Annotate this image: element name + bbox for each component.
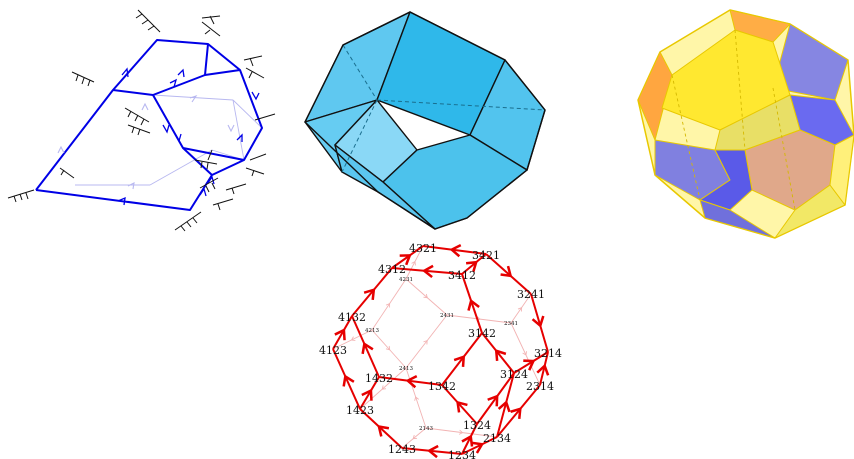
vertex-label: 2134 [483,432,511,445]
vertex-label: 1243 [388,443,416,456]
colored-hidden-edges [671,29,796,211]
vertex-label-back: 2431 [440,313,454,319]
blue-faint-arrowheads [57,94,235,190]
permutahedron-edge [359,408,403,449]
vertex-label: 3142 [468,327,496,340]
permutahedron-edge [496,384,541,438]
permutahedron-edge [332,315,353,350]
permutahedron-edge [461,273,483,334]
vertex-label: 1423 [346,404,374,417]
permutahedron-panel: 4321 3421 4312 3412 3241 4132 3142 4123 … [319,242,562,459]
permutahedron-edge [510,293,532,324]
vertex-label: 4321 [409,242,437,255]
cyan-hidden-edge [341,44,546,173]
permutahedron-edge [485,253,532,295]
permutahedron-edge [401,427,427,449]
vertex-label: 3241 [517,288,545,301]
permutahedron-edge [401,444,463,459]
vertex-label: 3214 [534,347,562,360]
colored-polytope-panel [637,9,854,239]
permutahedron-edge [405,314,448,369]
vertex-label-back: 4213 [365,328,379,334]
cyan-polytope-panel [304,11,546,230]
cyan-outline [304,11,546,230]
vertex-label: 1324 [463,419,491,432]
vertex-label-back: 2341 [504,321,518,327]
permutahedron-edge [391,264,463,279]
permutahedron-labels: 4321 3421 4312 3412 3241 4132 3142 4123 … [319,242,562,459]
tick-markers [7,9,276,232]
permutahedron-edge [461,253,487,275]
permutahedron-edge [446,314,512,324]
vertex-label: 3421 [472,249,500,262]
permutahedron-edge [359,367,407,410]
vertex-label: 2314 [526,380,554,393]
vertex-label: 1432 [365,372,393,385]
vertex-label-back: 2143 [419,426,433,432]
permutahedron-edge [476,372,515,425]
permutahedron-edge [461,436,498,455]
permutahedron-edge [530,293,549,353]
permutahedron-edge [405,245,424,280]
permutahedron-edge [405,367,427,429]
permutahedron-edge [378,375,443,389]
permutahedron-edge [391,245,424,269]
vertex-label: 1234 [448,449,476,459]
permutahedron-edge [425,427,498,438]
permutahedron-edge [496,372,515,438]
permutahedron-edge [513,351,549,374]
vertex-label: 3412 [448,269,476,282]
permutahedron-edge [359,376,380,410]
permutahedron-edge [351,315,380,378]
permutahedron-edge [405,278,448,316]
permutahedron-edge [461,423,478,455]
permutahedron-edge [371,329,407,369]
vertex-label: 4123 [319,344,347,357]
vertex-label: 4132 [338,311,366,324]
permutahedron-edge [441,332,483,386]
vertex-label-back: 2413 [399,366,413,372]
permutahedron-edge [332,329,373,350]
vertex-label: 1342 [428,380,456,393]
vertex-label: 3124 [500,368,528,381]
blue-polytope-panel [7,9,276,232]
blue-arrowheads [117,67,260,206]
vertex-label-back: 4231 [399,277,413,283]
vertex-label: 4312 [378,263,406,276]
permutahedron-edge [536,351,550,386]
permutahedron-front-edges [332,244,550,459]
permutahedron-edge [422,244,487,258]
permutahedron-edge [481,332,515,374]
permutahedron-edge [510,322,541,386]
permutahedron-edge [371,278,407,331]
permutahedron-edge [351,267,393,317]
cyan-face-bottom-left [334,144,436,230]
permutahedron-edge [441,384,478,425]
permutahedron-back-edges [332,245,541,449]
permutahedron-edge [332,348,361,410]
face-yellow-right [829,134,854,206]
